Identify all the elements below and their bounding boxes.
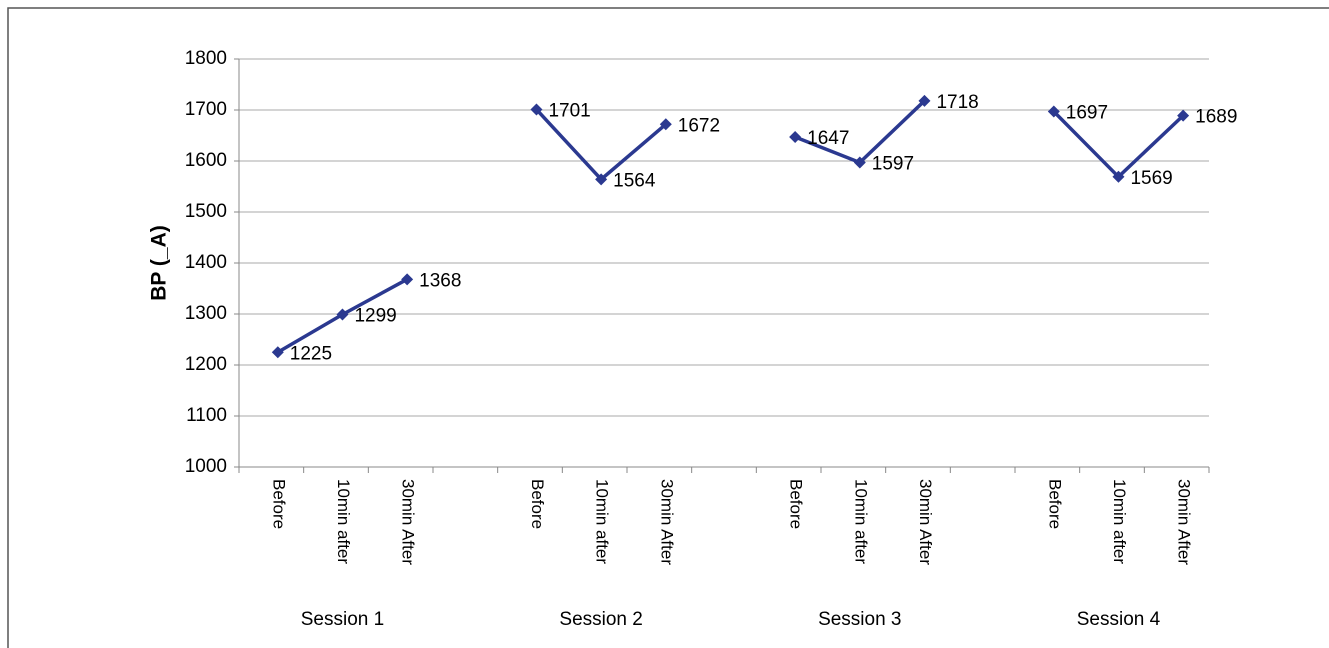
y-tick-label: 1400 [185, 252, 227, 273]
group-label: Session 2 [559, 609, 642, 630]
data-label: 1225 [290, 343, 332, 364]
y-axis-label: BP (_A) [148, 225, 171, 300]
marker [1047, 105, 1060, 118]
data-label: 1718 [936, 92, 978, 113]
group-label: Session 3 [818, 609, 901, 630]
y-tick-label: 1000 [185, 456, 227, 477]
data-label: 1597 [872, 154, 914, 175]
y-tick-label: 1800 [185, 48, 227, 69]
y-tick-label: 1600 [185, 150, 227, 171]
data-label: 1689 [1195, 107, 1237, 128]
x-tick-label: Before [528, 479, 547, 529]
y-tick-label: 1700 [185, 99, 227, 120]
group-label: Session 1 [301, 609, 384, 630]
frame [7, 7, 1329, 648]
x-tick-label: 10min after [1110, 479, 1129, 564]
marker [1177, 109, 1190, 122]
x-tick-label: Before [787, 479, 806, 529]
marker [595, 173, 608, 186]
data-label: 1299 [354, 306, 396, 327]
x-tick-label: 30min After [1175, 479, 1194, 565]
x-tick-label: 30min After [916, 479, 935, 565]
data-label: 1697 [1066, 103, 1108, 124]
y-tick-label: 1300 [185, 303, 227, 324]
data-label: 1701 [548, 101, 590, 122]
x-tick-label: 30min After [399, 479, 418, 565]
marker [853, 156, 866, 169]
x-tick-label: Before [269, 479, 288, 529]
line [276, 99, 1185, 354]
x-tick-label: 10min after [334, 479, 353, 564]
marker [271, 346, 284, 359]
data-label: 1569 [1130, 168, 1172, 189]
y-tick-label: 1100 [186, 405, 227, 426]
data-label: 1672 [678, 115, 720, 136]
x-tick-label: 30min After [657, 479, 676, 565]
data-label: 1647 [807, 128, 849, 149]
marker [401, 273, 414, 286]
marker [1112, 170, 1125, 183]
marker [789, 131, 802, 144]
data-label: 1368 [419, 270, 461, 291]
group-label: Session 4 [1077, 609, 1161, 630]
marker [530, 103, 543, 116]
data-label: 1564 [613, 170, 656, 191]
x-tick-label: Before [1045, 479, 1064, 529]
marker [659, 118, 672, 131]
x-tick-label: 10min after [851, 479, 870, 564]
marker [918, 94, 931, 107]
y-tick-label: 1200 [185, 354, 227, 375]
marker [336, 308, 349, 321]
x-tick-label: 10min after [593, 479, 612, 564]
y-tick-label: 1500 [185, 201, 227, 222]
